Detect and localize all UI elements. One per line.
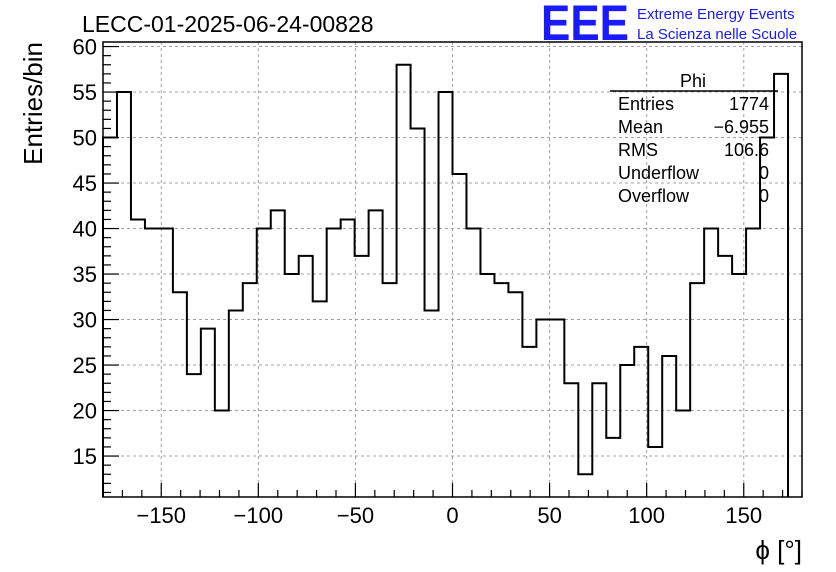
histogram-bin [676,411,690,497]
x-tick-label: 50 [537,503,561,528]
histogram-bin [243,283,257,497]
histogram-bin [285,274,299,497]
histogram-bin [425,310,439,497]
eee-logo: EEE Extreme Energy Events La Scienza nel… [541,0,797,51]
histogram-bin [522,347,536,497]
histogram-outline [102,63,790,497]
stats-box: Phi Entries 1774 Mean −6.955 RMS 106.6 U… [610,71,778,206]
y-tick-label: 25 [73,353,97,378]
logo-line1: Extreme Energy Events [637,6,795,23]
histogram-bin [466,229,480,497]
histogram-bin [578,474,592,497]
stats-label-overflow: Overflow [618,186,690,206]
histogram-bin [117,92,131,497]
histogram-bin [494,283,508,497]
histogram-bin [201,329,215,497]
histogram-bin [229,310,243,497]
y-tick-label: 45 [73,171,97,196]
histogram-bin [411,128,425,497]
histogram-bin [662,356,676,497]
tick-labels: −150 −100 −50 0 50 100 150 15 20 25 30 35 40 45 50 55 60 [73,35,763,528]
histogram-bin [341,219,355,497]
histogram-bin [480,274,494,497]
y-tick-label: 55 [73,80,97,105]
histogram-bin [215,411,229,497]
stats-label-mean: Mean [618,117,663,137]
histogram-bin [453,174,467,497]
histogram-bin [606,438,620,497]
histogram-bin [313,301,327,497]
histogram-bin [271,210,285,497]
stats-value-entries: 1774 [729,94,769,114]
histogram-bin [103,138,117,497]
x-tick-label: 100 [628,503,665,528]
histogram-bin [704,229,718,497]
axis-ticks [102,45,803,497]
y-tick-label: 40 [73,217,97,242]
stats-value-rms: 106.6 [724,140,769,160]
histogram-bin [634,347,648,497]
histogram-bin [187,374,201,497]
histogram-bin [620,365,634,497]
logo-mark: EEE [541,0,629,51]
histogram-bin [327,229,341,497]
histogram-bin [536,320,550,497]
x-tick-label: −50 [337,503,374,528]
plot-title: LECC-01-2025-06-24-00828 [82,11,374,37]
histogram-bin [746,229,760,497]
histogram-bin [173,292,187,497]
histogram-bin [159,229,173,497]
histogram-bin [564,383,578,497]
histogram-bin [369,210,383,497]
y-tick-label: 20 [73,399,97,424]
histogram-bin [145,229,159,497]
histogram-bin [690,283,704,497]
x-tick-label: −150 [136,503,186,528]
stats-label-entries: Entries [618,94,674,114]
histogram-bin [774,74,788,497]
y-tick-label: 60 [73,35,97,60]
histogram-bin [131,219,145,497]
stats-title: Phi [680,71,706,91]
histogram-bin [299,256,313,497]
y-tick-label: 30 [73,308,97,333]
y-tick-label: 50 [73,126,97,151]
histogram-bin [718,256,732,497]
x-tick-label: 150 [725,503,762,528]
stats-label-underflow: Underflow [618,163,700,183]
x-tick-label: 0 [446,503,458,528]
logo-line2: La Scienza nelle Scuole [637,26,797,43]
histogram-bin [732,274,746,497]
stats-label-rms: RMS [618,140,658,160]
y-tick-label: 35 [73,262,97,287]
histogram-bin [592,383,606,497]
x-tick-label: −100 [234,503,284,528]
histogram-bin [550,320,564,497]
y-axis-label: Entries/bin [18,42,48,165]
stats-value-underflow: 0 [759,163,769,183]
histogram-bin [383,283,397,497]
histogram-bin [397,65,411,497]
y-tick-label: 15 [73,444,97,469]
histogram-bin [508,292,522,497]
stats-value-mean: −6.955 [713,117,769,137]
histogram-bin [648,447,662,497]
histogram-bin [355,256,369,497]
x-axis-label: ϕ [°] [755,535,802,565]
histogram-bin [257,229,271,497]
histogram-bin [439,92,453,497]
histogram-bars [102,63,790,497]
stats-value-overflow: 0 [759,186,769,206]
